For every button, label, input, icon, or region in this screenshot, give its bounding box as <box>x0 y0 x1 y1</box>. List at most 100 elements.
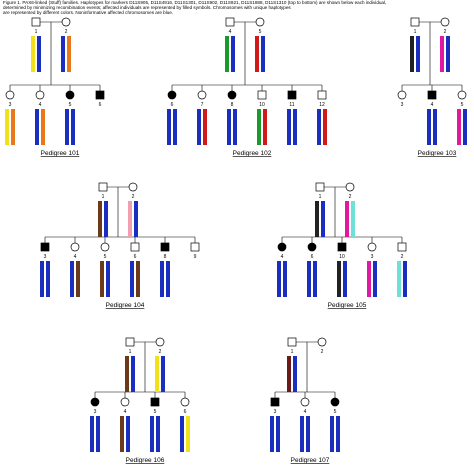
haplotype-bar <box>233 109 237 145</box>
individual-id: 10 <box>259 102 265 108</box>
individual-id: 4 <box>304 409 307 415</box>
individual-id: 4 <box>124 409 127 415</box>
individual-id: 1 <box>102 194 105 200</box>
male-symbol <box>95 90 105 100</box>
haplotype-bar <box>71 109 75 145</box>
haplotype-bar <box>317 109 321 145</box>
male-symbol <box>257 90 267 100</box>
haplotype-bar <box>343 261 347 297</box>
haplotype-bar <box>160 261 164 297</box>
individual-id: 2 <box>349 194 352 200</box>
individual-id: 1 <box>319 194 322 200</box>
individual-id: 12 <box>319 102 325 108</box>
haplotype-bar <box>167 109 171 145</box>
individual-id: 6 <box>134 254 137 260</box>
female-symbol <box>100 242 110 252</box>
haplotype-bar <box>293 109 297 145</box>
individual-id: 5 <box>334 409 337 415</box>
haplotype-bar <box>180 416 184 452</box>
haplotype-bar <box>96 416 100 452</box>
male-symbol <box>397 242 407 252</box>
caption-line: Figure 1. PAX6-linked (Stuff) families. … <box>3 0 386 5</box>
individual-id: 5 <box>69 102 72 108</box>
female-symbol <box>457 90 467 100</box>
haplotype-bar <box>427 109 431 145</box>
haplotype-bar <box>155 356 159 392</box>
haplotype-bar <box>403 261 407 297</box>
haplotype-bar <box>270 416 274 452</box>
haplotype-bar <box>61 36 65 72</box>
individual-id: 2 <box>159 349 162 355</box>
haplotype-bar <box>321 201 325 237</box>
male-symbol <box>315 182 325 192</box>
individual-id: 4 <box>74 254 77 260</box>
female-symbol <box>307 242 317 252</box>
haplotype-bar <box>98 201 102 237</box>
haplotype-bar <box>397 261 401 297</box>
haplotype-bar <box>131 356 135 392</box>
haplotype-bar <box>287 356 291 392</box>
individual-id: 8 <box>231 102 234 108</box>
male-symbol <box>410 17 420 27</box>
haplotype-bar <box>330 416 334 452</box>
individual-id: 2 <box>444 29 447 35</box>
haplotype-bar <box>106 261 110 297</box>
male-symbol <box>160 242 170 252</box>
pedigree-title: Pedigree 107 <box>291 457 330 464</box>
haplotype-bar <box>293 356 297 392</box>
male-symbol <box>150 397 160 407</box>
individual-id: 3 <box>9 102 12 108</box>
haplotype-bar <box>76 261 80 297</box>
female-symbol <box>300 397 310 407</box>
haplotype-bar <box>410 36 414 72</box>
haplotype-bar <box>104 201 108 237</box>
haplotype-bar <box>5 109 9 145</box>
female-symbol <box>197 90 207 100</box>
haplotype-bar <box>70 261 74 297</box>
female-symbol <box>70 242 80 252</box>
haplotype-bar <box>35 109 39 145</box>
haplotype-bar <box>300 416 304 452</box>
female-symbol <box>120 397 130 407</box>
male-symbol <box>31 17 41 27</box>
individual-id: 6 <box>311 254 314 260</box>
individual-id: 1 <box>414 29 417 35</box>
haplotype-bar <box>173 109 177 145</box>
haplotype-bar <box>287 109 291 145</box>
haplotype-bar <box>463 109 467 145</box>
haplotype-bar <box>283 261 287 297</box>
haplotype-bar <box>416 36 420 72</box>
individual-id: 5 <box>154 409 157 415</box>
haplotype-bar <box>367 261 371 297</box>
caption-line: determined by minimizing recombination e… <box>3 5 291 10</box>
haplotype-bar <box>263 109 267 145</box>
female-symbol <box>397 90 407 100</box>
individual-id: 2 <box>132 194 135 200</box>
haplotype-bar <box>37 36 41 72</box>
haplotype-bar <box>128 201 132 237</box>
haplotype-bar <box>457 109 461 145</box>
female-symbol <box>255 17 265 27</box>
haplotype-bar <box>313 261 317 297</box>
individual-id: 3 <box>94 409 97 415</box>
haplotype-bar <box>67 36 71 72</box>
haplotype-bar <box>161 356 165 392</box>
haplotype-bar <box>166 261 170 297</box>
individual-id: 4 <box>281 254 284 260</box>
female-symbol <box>65 90 75 100</box>
haplotype-bar <box>136 261 140 297</box>
haplotype-bar <box>336 416 340 452</box>
pedigree-title: Pedigree 101 <box>41 150 80 157</box>
individual-id: 1 <box>129 349 132 355</box>
haplotype-bar <box>276 416 280 452</box>
individual-id: 11 <box>289 102 294 108</box>
haplotype-bar <box>446 36 450 72</box>
individual-id: 2 <box>65 29 68 35</box>
female-symbol <box>90 397 100 407</box>
male-symbol <box>125 337 135 347</box>
haplotype-bar <box>306 416 310 452</box>
haplotype-bar <box>197 109 201 145</box>
haplotype-bar <box>134 201 138 237</box>
individual-id: 4 <box>39 102 42 108</box>
pedigree-title: Pedigree 106 <box>126 457 165 464</box>
